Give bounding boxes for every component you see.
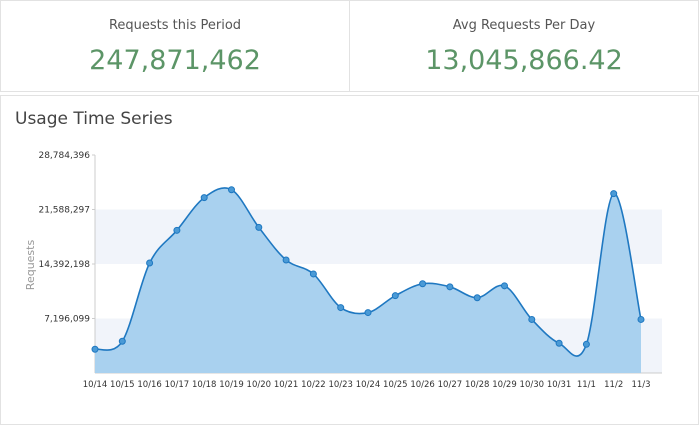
point (637, 315, 645, 323)
stat-value: 13,045,866.42 (425, 45, 623, 76)
point (364, 309, 372, 317)
point (582, 340, 590, 348)
stat-value: 247,871,462 (89, 45, 261, 76)
point (91, 345, 99, 353)
x-tick-label: 10/24 (356, 380, 381, 390)
y-tick-label: 14,392,198 (38, 260, 90, 270)
y-tick-label: 28,784,396 (38, 151, 90, 161)
point (200, 194, 208, 202)
x-tick-label: 10/31 (547, 380, 572, 390)
point (282, 256, 290, 264)
stat-card: Requests this Period 247,871,462 (0, 0, 350, 92)
point (173, 226, 181, 234)
point (337, 304, 345, 312)
x-tick-label: 10/22 (301, 380, 326, 390)
point (228, 186, 235, 194)
point (528, 315, 536, 323)
x-tick-label: 10/14 (83, 380, 108, 390)
x-tick-label: 11/3 (631, 380, 650, 390)
x-tick-label: 10/27 (438, 380, 463, 390)
point (309, 270, 317, 278)
y-tick-label: 21,588,297 (38, 206, 90, 216)
point (501, 282, 508, 290)
point (473, 294, 481, 302)
x-tick-label: 10/30 (520, 380, 545, 390)
x-tick-label: 10/26 (410, 380, 435, 390)
point (446, 283, 454, 291)
point (391, 292, 399, 300)
x-tick-label: 10/20 (247, 380, 272, 390)
point (255, 223, 263, 231)
point (610, 190, 618, 198)
point (146, 259, 154, 267)
x-tick-label: 10/21 (274, 380, 299, 390)
x-tick-label: 10/16 (137, 380, 162, 390)
x-tick-label: 10/29 (492, 380, 517, 390)
y-tick-label: 7,196,099 (44, 315, 90, 325)
chart-title: Usage Time Series (15, 109, 173, 129)
x-tick-label: 10/17 (165, 380, 190, 390)
y-axis-title: Requests (24, 240, 37, 291)
point (118, 337, 126, 345)
stat-label: Avg Requests Per Day (452, 18, 596, 33)
x-tick-label: 10/15 (110, 380, 135, 390)
area (95, 187, 641, 373)
x-tick-label: 10/18 (192, 380, 217, 390)
x-tick-label: 10/25 (383, 380, 408, 390)
point (555, 339, 563, 347)
x-tick-label: 10/28 (465, 380, 490, 390)
x-tick-label: 10/23 (328, 380, 353, 390)
stat-label: Requests this Period (108, 18, 242, 33)
x-tick-label: 10/19 (219, 380, 244, 390)
x-tick-label: 11/2 (604, 380, 623, 390)
point (419, 280, 427, 288)
x-tick-label: 11/1 (577, 380, 596, 390)
line (94, 187, 642, 357)
